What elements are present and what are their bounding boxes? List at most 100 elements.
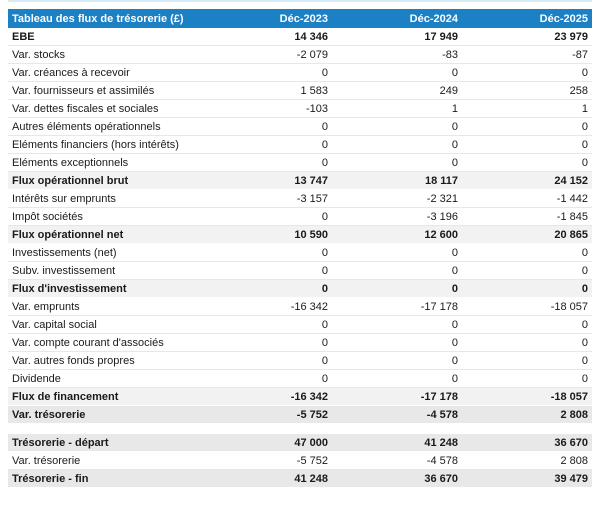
row-value: 18 117 (424, 174, 458, 187)
row-label: Flux d'investissement (12, 282, 127, 295)
table-title: Tableau des flux de trésorerie (£) (12, 12, 184, 25)
column-header-dec-2023: Déc-2023 (279, 12, 328, 25)
row-label: Intérêts sur emprunts (12, 192, 116, 205)
row-label: Dividende (12, 372, 61, 385)
row-label: Var. dettes fiscales et sociales (12, 102, 159, 115)
row-label: Var. emprunts (12, 300, 80, 313)
row-label: Investissements (net) (12, 246, 117, 259)
row-value: 0 (581, 246, 588, 259)
row-value: 0 (581, 66, 588, 79)
row-label: Var. capital social (12, 318, 97, 331)
row-value: 0 (581, 336, 588, 349)
row-label: Var. trésorerie (12, 408, 86, 421)
row-value: 1 583 (300, 84, 328, 97)
row-value: 0 (581, 372, 588, 385)
table-row: Flux d'investissement 0 0 0 (8, 280, 592, 298)
row-label: Autres éléments opérationnels (12, 120, 161, 133)
table-row: Var. stocks -2 079 -83 -87 (8, 46, 592, 64)
row-value: -3 157 (296, 192, 328, 205)
row-value: 0 (581, 354, 588, 367)
row-label: Flux opérationnel net (12, 228, 124, 241)
table-row: Flux de financement -16 342 -17 178 -18 057 (8, 388, 592, 406)
table-row: Eléments financiers (hors intérêts) 0 0 0 (8, 136, 592, 154)
row-value: -17 178 (420, 300, 458, 313)
table-row: Var. trésorerie -5 752 -4 578 2 808 (8, 406, 592, 424)
row-value: 24 152 (554, 174, 588, 187)
row-value: 13 747 (294, 174, 328, 187)
table-row: Intérêts sur emprunts -3 157 -2 321 -1 442 (8, 190, 592, 208)
row-value: 0 (321, 354, 328, 367)
table-row: Subv. investissement 0 0 0 (8, 262, 592, 280)
table-row: Trésorerie - fin 41 248 36 670 39 479 (8, 470, 592, 488)
table-row: Autres éléments opérationnels 0 0 0 (8, 118, 592, 136)
row-value: -87 (572, 48, 588, 61)
table-row: Trésorerie - départ 47 000 41 248 36 670 (8, 434, 592, 452)
row-value: 249 (439, 84, 458, 97)
row-value: 23 979 (554, 30, 588, 43)
table-body: EBE 14 346 17 949 23 979 Var. stocks -2 079 -8… (8, 28, 592, 488)
row-value: -17 178 (420, 390, 458, 403)
row-label: Trésorerie - départ (12, 436, 109, 449)
table-row: Var. autres fonds propres 0 0 0 (8, 352, 592, 370)
row-value: 0 (321, 246, 328, 259)
row-label: Var. créances à recevoir (12, 66, 130, 79)
row-value: 0 (581, 156, 588, 169)
column-header-dec-2024: Déc-2024 (409, 12, 458, 25)
row-label: Var. trésorerie (12, 454, 81, 467)
table-row: Investissements (net) 0 0 0 (8, 244, 592, 262)
row-value: 0 (321, 282, 328, 295)
table-header-row: Tableau des flux de trésorerie (£) Déc-2… (8, 9, 592, 28)
table-row: Var. capital social 0 0 0 (8, 316, 592, 334)
row-value: 258 (569, 84, 588, 97)
row-value: -1 442 (556, 192, 588, 205)
row-value: 14 346 (294, 30, 328, 43)
row-value: 0 (451, 156, 458, 169)
row-value: -18 057 (550, 300, 588, 313)
row-value: -83 (442, 48, 458, 61)
table-row: Impôt sociétés 0 -3 196 -1 845 (8, 208, 592, 226)
row-value: 0 (321, 156, 328, 169)
table-row: Var. créances à recevoir 0 0 0 (8, 64, 592, 82)
table-row: Eléments exceptionnels 0 0 0 (8, 154, 592, 172)
row-value: -5 752 (296, 454, 328, 467)
row-value: 0 (581, 282, 588, 295)
row-value: 0 (321, 372, 328, 385)
row-value: -1 845 (556, 210, 588, 223)
row-value: 2 808 (560, 454, 588, 467)
row-label: Subv. investissement (12, 264, 116, 277)
row-value: 0 (451, 264, 458, 277)
row-value: 0 (321, 138, 328, 151)
row-value: 1 (451, 102, 458, 115)
row-value: -16 342 (290, 390, 328, 403)
top-divider-line (8, 0, 592, 2)
row-value: -2 321 (426, 192, 458, 205)
row-value: 41 248 (424, 436, 458, 449)
row-value: -4 578 (426, 454, 458, 467)
row-value: 0 (321, 120, 328, 133)
table-row: Flux opérationnel brut 13 747 18 117 24 152 (8, 172, 592, 190)
row-value: 0 (581, 318, 588, 331)
row-label: Trésorerie - fin (12, 472, 89, 485)
row-value: 10 590 (294, 228, 328, 241)
row-value: 0 (451, 66, 458, 79)
row-value: 2 808 (560, 408, 588, 421)
row-value: 0 (321, 264, 328, 277)
table-row: EBE 14 346 17 949 23 979 (8, 28, 592, 46)
row-label: Var. compte courant d'associés (12, 336, 164, 349)
table-row: Var. trésorerie -5 752 -4 578 2 808 (8, 452, 592, 470)
column-header-dec-2025: Déc-2025 (539, 12, 588, 25)
row-value: 0 (451, 138, 458, 151)
table-row: Var. emprunts -16 342 -17 178 -18 057 (8, 298, 592, 316)
row-value: 0 (321, 318, 328, 331)
row-label: Impôt sociétés (12, 210, 83, 223)
row-value: 0 (321, 210, 328, 223)
row-value: 0 (581, 138, 588, 151)
row-label: EBE (12, 30, 35, 43)
row-value: 0 (451, 120, 458, 133)
row-label: Var. autres fonds propres (12, 354, 135, 367)
row-value: 36 670 (424, 472, 458, 485)
row-label: Flux de financement (12, 390, 119, 403)
row-value: 0 (451, 372, 458, 385)
row-value: -4 578 (426, 408, 458, 421)
row-label: Var. fournisseurs et assimilés (12, 84, 155, 97)
